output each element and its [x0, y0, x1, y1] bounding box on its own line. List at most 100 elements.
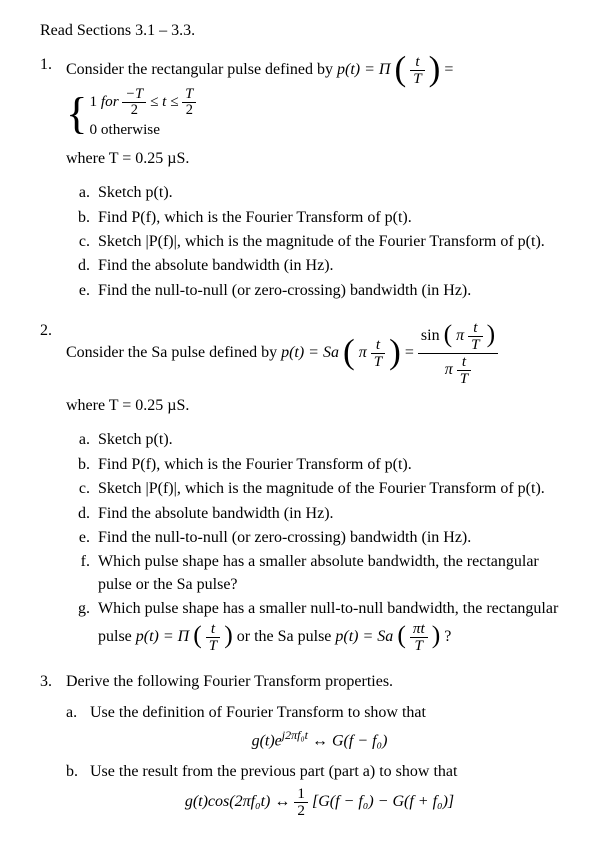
q2-lead: Consider the Sa pulse defined by [66, 344, 281, 361]
rp5: ) [432, 625, 441, 645]
q2c: Sketch |P(f)|, which is the magnitude of… [94, 478, 573, 500]
question-3: 3. Derive the following Fourier Transfor… [40, 671, 573, 693]
frac-half: 1 2 [294, 786, 308, 819]
q3b-lhs: g(t)cos(2πf₀t) ↔ [185, 793, 295, 810]
num-t: t [410, 54, 424, 71]
d7: T [410, 638, 428, 654]
frac-tT-den: t T [457, 354, 471, 387]
frac-t-over-T-2: t T [371, 337, 385, 370]
d5: T [457, 371, 471, 387]
q1c: Sketch |P(f)|, which is the magnitude of… [94, 231, 573, 253]
n1: −T [122, 87, 146, 103]
rparen: ) [429, 55, 441, 83]
q2g-mid2: or the Sa pulse [237, 628, 336, 645]
rp4: ) [224, 625, 233, 645]
rp3: ) [487, 324, 496, 344]
n6: t [206, 621, 220, 638]
frac-tT-g1: t T [206, 621, 220, 654]
q1b: Find P(f), which is the Fourier Transfor… [94, 207, 573, 229]
question-1: 1. Consider the rectangular pulse define… [40, 54, 573, 140]
q3a-rhs: G(f − f₀) [332, 733, 387, 750]
n5: t [457, 354, 471, 371]
q3-lead: Derive the following Fourier Transform p… [66, 671, 573, 693]
q2-body: Consider the Sa pulse defined by p(t) = … [66, 320, 573, 387]
question-2: 2. Consider the Sa pulse defined by p(t)… [40, 320, 573, 387]
d3: T [371, 354, 385, 370]
q3-number: 3. [40, 671, 66, 693]
q2-subparts: Sketch p(t). Find P(f), which is the Fou… [66, 429, 573, 653]
q3b-rhs: [G(f − f₀) − G(f + f₀)] [312, 793, 454, 810]
d2: 2 [182, 103, 196, 118]
sa-den: π t T [418, 354, 498, 387]
q2g-tail: ? [444, 628, 451, 645]
q1-case2: 0 otherwise [90, 119, 197, 140]
sin: sin [421, 327, 440, 344]
q1a: Sketch p(t). [94, 182, 573, 204]
q1d: Find the absolute bandwidth (in Hz). [94, 255, 573, 277]
den-T: T [410, 71, 424, 87]
q1e: Find the null-to-null (or zero-crossing)… [94, 280, 573, 302]
q2g-pi: p(t) = Π [136, 628, 189, 645]
n7: πt [410, 621, 428, 638]
q3a-equation: g(t)ej2πf₀t ↔ G(f − f₀) [66, 727, 573, 753]
q2g: Which pulse shape has a smaller null-to-… [94, 598, 573, 653]
q3a-exp: j2πf₀t [282, 728, 308, 742]
n2: T [182, 87, 196, 103]
pi3: π [445, 361, 453, 378]
frac-pit-T: πt T [410, 621, 428, 654]
q1-eq-poft: p(t) = Π [337, 62, 390, 79]
q3b-equation: g(t)cos(2πf₀t) ↔ 1 2 [G(f − f₀) − G(f + … [66, 786, 573, 819]
q1-lead: Consider the rectangular pulse defined b… [66, 62, 337, 79]
q2-number: 2. [40, 320, 66, 387]
q2e: Find the null-to-null (or zero-crossing)… [94, 527, 573, 549]
d4: T [468, 337, 482, 353]
q3a-text: Use the definition of Fourier Transform … [90, 702, 573, 724]
lp4: ( [193, 625, 202, 645]
q2a: Sketch p(t). [94, 429, 573, 451]
sa-frac: sin ( π t T ) π t T [418, 320, 498, 387]
q3a-label: a. [66, 702, 90, 724]
lp3: ( [444, 324, 453, 344]
section-header: Read Sections 3.1 – 3.3. [40, 20, 573, 42]
q2d: Find the absolute bandwidth (in Hz). [94, 503, 573, 525]
frac-t-over-T: t T [410, 54, 424, 87]
frac-tT-inner: t T [468, 320, 482, 353]
c1-one: 1 [90, 93, 101, 110]
q3b: b. Use the result from the previous part… [66, 761, 573, 783]
q2-where: where T = 0.25 µS. [66, 395, 573, 417]
frac-T2: T 2 [182, 87, 196, 118]
q3a: a. Use the definition of Fourier Transfo… [66, 702, 573, 724]
sa-num: sin ( π t T ) [418, 320, 498, 354]
brace: { [66, 98, 88, 129]
q3b-label: b. [66, 761, 90, 783]
pi2: π [456, 327, 464, 344]
rparen2: ) [389, 338, 401, 366]
half-n: 1 [294, 786, 308, 803]
q1-cases: { 1 for −T 2 ≤ t ≤ T 2 0 otherwise [66, 87, 196, 140]
q1-case1: 1 for −T 2 ≤ t ≤ T 2 [90, 87, 197, 118]
q1-where: where T = 0.25 µS. [66, 148, 573, 170]
q1-subparts: Sketch p(t). Find P(f), which is the Fou… [66, 182, 573, 302]
frac-minusT2: −T 2 [122, 87, 146, 118]
q2b: Find P(f), which is the Fourier Transfor… [94, 454, 573, 476]
lparen2: ( [343, 338, 355, 366]
half-d: 2 [294, 803, 308, 819]
q3-subparts: a. Use the definition of Fourier Transfo… [66, 702, 573, 819]
n3: t [371, 337, 385, 354]
q2g-sa: p(t) = Sa [335, 628, 393, 645]
c1-for: for [101, 93, 119, 110]
q3a-lhs: g(t)e [252, 733, 282, 750]
n4: t [468, 320, 482, 337]
lp5: ( [397, 625, 406, 645]
lparen: ( [394, 55, 406, 83]
pi-arg: π [359, 344, 367, 361]
q3b-text: Use the result from the previous part (p… [90, 761, 573, 783]
q2f: Which pulse shape has a smaller absolute… [94, 551, 573, 596]
q1-number: 1. [40, 54, 66, 140]
q2-eq-poft: p(t) = Sa [281, 344, 339, 361]
d6: T [206, 638, 220, 654]
le1: ≤ t ≤ [150, 93, 182, 110]
q1-body: Consider the rectangular pulse defined b… [66, 54, 573, 140]
d1: 2 [122, 103, 146, 118]
q3a-arrow: ↔ [312, 733, 332, 750]
